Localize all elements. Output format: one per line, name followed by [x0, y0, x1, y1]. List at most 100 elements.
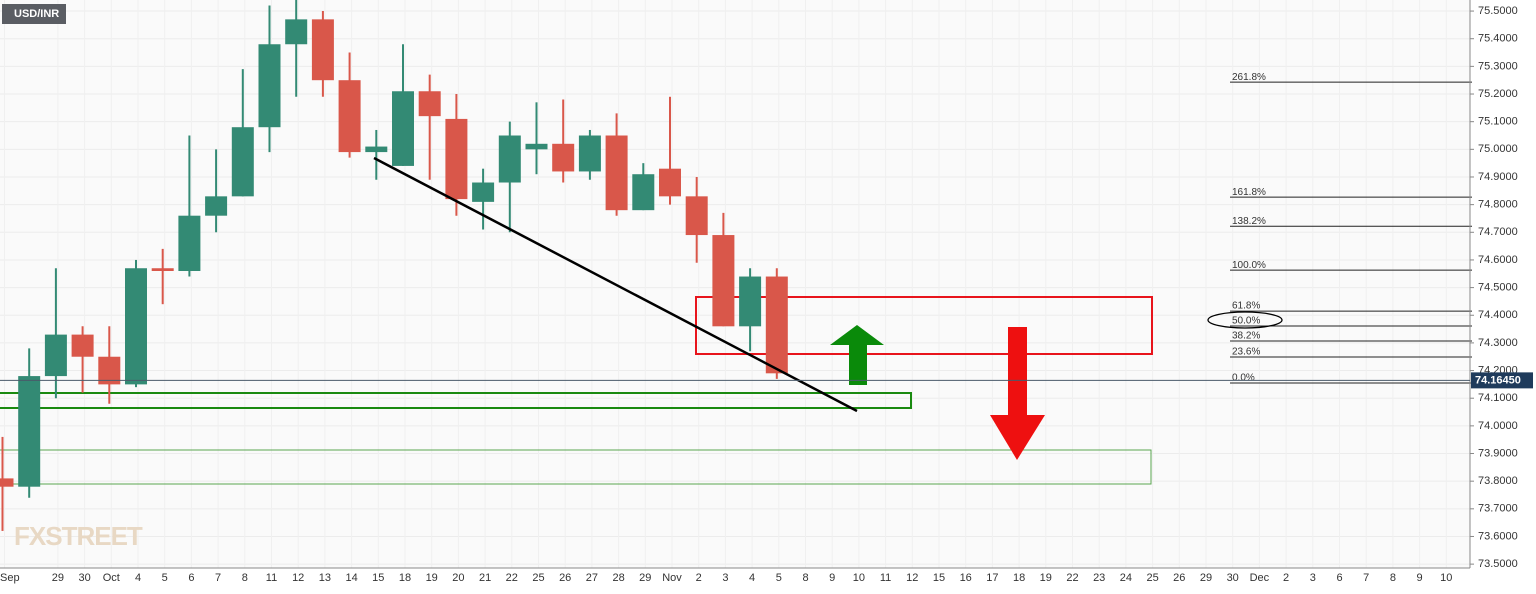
candle-body [44, 334, 67, 377]
chart-title: USD/INR [14, 8, 59, 20]
x-tick-label: 20 [452, 572, 464, 584]
y-tick-label: 73.7000 [1478, 503, 1518, 515]
candle-body [231, 127, 254, 197]
x-tick-label: 26 [559, 572, 571, 584]
watermark: FXSTREET [14, 521, 143, 551]
highlight-ellipse [1207, 311, 1283, 329]
candle-body [151, 268, 174, 272]
candle-body [205, 196, 228, 216]
candle-body [659, 168, 681, 197]
x-tick-label: 5 [162, 572, 168, 584]
x-tick-label: 6 [1336, 572, 1342, 584]
candle-body [98, 356, 121, 385]
y-tick-label: 74.3000 [1478, 337, 1518, 349]
x-tick-label: 4 [135, 572, 141, 584]
x-tick-label: 26 [1173, 572, 1185, 584]
candle-body [311, 19, 334, 81]
x-tick-label: 27 [586, 572, 598, 584]
x-tick-label: 30 [78, 572, 90, 584]
x-tick-label: 18 [1013, 572, 1025, 584]
x-tick-label: 25 [1146, 572, 1158, 584]
fib-label: 138.2% [1232, 216, 1266, 227]
x-tick-label: 8 [802, 572, 808, 584]
x-tick-label: 12 [292, 572, 304, 584]
last-price-label: 74.16450 [1475, 374, 1521, 386]
fib-label: 0.0% [1232, 373, 1255, 384]
candle-body [552, 143, 575, 172]
x-tick-label: 8 [242, 572, 248, 584]
candle-body [712, 235, 735, 327]
x-tick-label: 3 [1310, 572, 1316, 584]
x-tick-label: 29 [1200, 572, 1212, 584]
x-tick-label: 29 [639, 572, 651, 584]
x-tick-label: 3 [722, 572, 728, 584]
candle-body [445, 118, 468, 200]
y-tick-label: 74.9000 [1478, 171, 1518, 183]
y-tick-label: 75.4000 [1478, 33, 1518, 45]
target-zone [0, 449, 1152, 485]
fib-label: 23.6% [1232, 347, 1260, 358]
y-tick-label: 74.8000 [1478, 199, 1518, 211]
candle-body [18, 376, 41, 487]
y-tick-label: 74.7000 [1478, 226, 1518, 238]
candle-body [0, 478, 14, 487]
candle-body [258, 44, 281, 128]
x-tick-label: 5 [776, 572, 782, 584]
y-tick-label: 75.3000 [1478, 60, 1518, 72]
x-tick-label: 6 [188, 572, 194, 584]
candle-body [392, 91, 414, 166]
x-tick-label: 21 [479, 572, 491, 584]
fib-label: 50.0% [1232, 316, 1260, 327]
candle-body [525, 143, 548, 150]
x-tick-label: 2 [1283, 572, 1289, 584]
y-tick-label: 73.5000 [1478, 558, 1518, 570]
x-tick-label: 8 [1390, 572, 1396, 584]
x-tick-label: 28 [612, 572, 624, 584]
x-tick-label: 15 [372, 572, 384, 584]
candle-body [605, 135, 628, 211]
x-tick-label: 7 [215, 572, 221, 584]
y-tick-label: 74.5000 [1478, 282, 1518, 294]
candle-body [498, 135, 521, 183]
y-tick-label: 74.4000 [1478, 309, 1518, 321]
x-tick-label: 11 [880, 572, 891, 584]
x-tick-label: Dec [1250, 572, 1270, 584]
x-tick-label: 29 [52, 572, 64, 584]
y-tick-label: 75.1000 [1478, 116, 1518, 128]
x-tick-label: 2 [696, 572, 702, 584]
support-zone [0, 392, 912, 409]
x-tick-label: 22 [506, 572, 518, 584]
x-tick-label: 7 [1363, 572, 1369, 584]
x-tick-label: Oct [103, 572, 120, 584]
candle-body [632, 174, 655, 211]
y-tick-label: 75.0000 [1478, 143, 1518, 155]
candle-body [578, 135, 601, 172]
candle-body [365, 146, 388, 153]
x-tick-label: 30 [1227, 572, 1239, 584]
x-tick-label: Sep [0, 572, 20, 584]
x-tick-label: 17 [986, 572, 998, 584]
x-tick-label: 25 [532, 572, 544, 584]
candle-body [472, 182, 495, 202]
fib-label: 61.8% [1232, 301, 1260, 312]
x-tick-label: 11 [266, 572, 277, 584]
x-tick-label: 14 [345, 572, 357, 584]
title-box [2, 4, 66, 24]
fib-label: 161.8% [1232, 187, 1266, 198]
fib-label: 100.0% [1232, 260, 1266, 271]
candle-body [685, 196, 708, 236]
y-tick-label: 73.6000 [1478, 530, 1518, 542]
fibonacci: 261.8% 161.8% 138.2% 100.0% 61.8% 50.0% 38.2% 2… [1230, 72, 1472, 384]
candle-body [71, 334, 94, 357]
up-arrow [830, 325, 884, 385]
x-tick-label: 10 [853, 572, 865, 584]
x-tick-label: 19 [426, 572, 438, 584]
x-tick-label: 4 [749, 572, 755, 584]
candle-body [338, 80, 361, 153]
candle-body [418, 91, 441, 117]
x-tick-label: 10 [1440, 572, 1452, 584]
trend-line [373, 156, 858, 413]
fib-label: 261.8% [1232, 72, 1266, 83]
candles [0, 0, 788, 531]
x-tick-label: 9 [1417, 572, 1423, 584]
